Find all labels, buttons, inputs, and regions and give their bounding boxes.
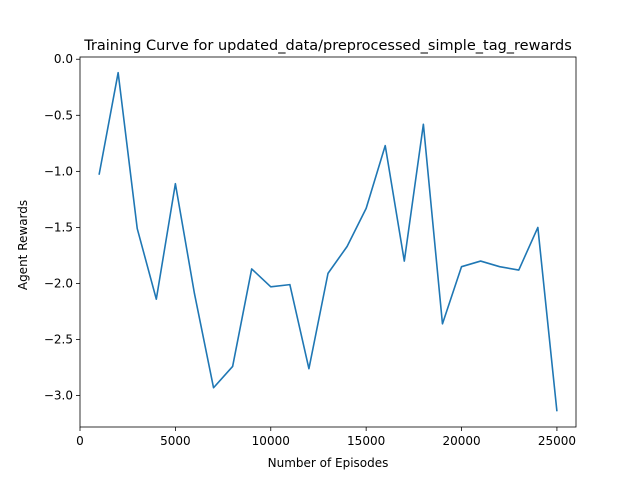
- y-tick-label: −0.5: [44, 108, 73, 122]
- x-tick-label: 5000: [160, 434, 191, 448]
- y-axis: 0.0 −0.5 −1.0 −1.5 −2.0 −2.5 −3.0: [44, 52, 80, 403]
- x-tick-label: 20000: [442, 434, 480, 448]
- axes-frame: [79, 56, 577, 428]
- y-tick-label: −2.5: [44, 333, 73, 347]
- x-tick-label: 25000: [538, 434, 576, 448]
- y-tick-label: 0.0: [54, 52, 73, 66]
- chart-title: Training Curve for updated_data/preproce…: [83, 38, 572, 54]
- x-tick-label: 10000: [252, 434, 290, 448]
- x-tick-label: 15000: [347, 434, 385, 448]
- y-tick-label: −3.0: [44, 389, 73, 403]
- series-line: [98, 71, 558, 412]
- y-axis-label: Agent Rewards: [16, 200, 30, 290]
- y-tick-label: −1.5: [44, 220, 73, 234]
- y-tick-label: −2.0: [44, 276, 73, 290]
- x-axis: 0 5000 10000 15000 20000 25000: [76, 427, 576, 448]
- y-tick-label: −1.0: [44, 164, 73, 178]
- x-tick-label: 0: [76, 434, 84, 448]
- x-axis-label: Number of Episodes: [268, 456, 389, 470]
